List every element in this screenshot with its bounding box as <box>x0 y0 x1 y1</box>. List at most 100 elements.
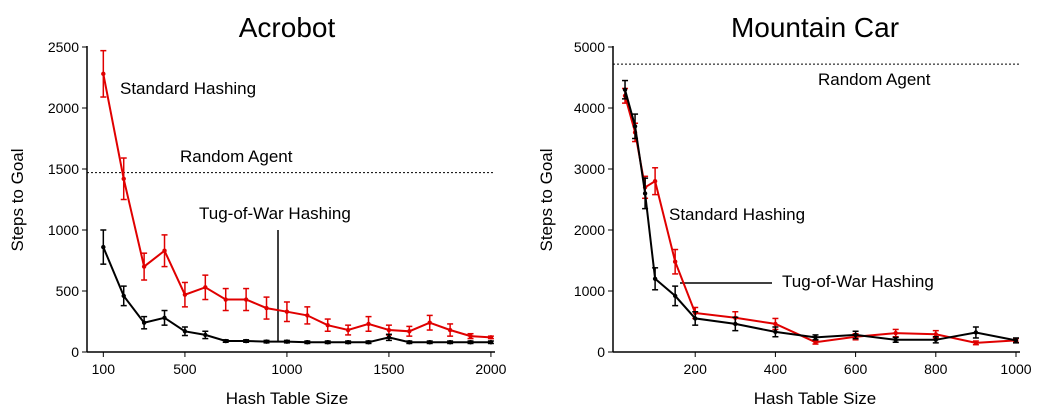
data-point <box>325 340 330 345</box>
data-point <box>345 327 351 333</box>
y-tick-label: 1500 <box>48 161 79 177</box>
data-point <box>488 335 494 340</box>
chart-title: Acrobot <box>239 12 336 43</box>
data-point <box>933 332 938 337</box>
y-tick-label: 1000 <box>48 222 79 238</box>
annotation-tug-of-war-hashing: Tug-of-War Hashing <box>199 204 351 223</box>
data-point <box>468 340 473 345</box>
data-point <box>121 176 126 181</box>
y-tick-label: 2500 <box>48 39 79 55</box>
data-point <box>386 335 392 340</box>
x-tick-label: 500 <box>173 361 197 377</box>
data-point <box>672 293 678 299</box>
data-point <box>773 321 778 327</box>
x-tick-label: 600 <box>844 361 868 377</box>
data-point <box>345 340 351 345</box>
data-point <box>284 339 290 344</box>
data-point <box>427 340 432 345</box>
data-point <box>642 191 648 196</box>
y-axis-label: Steps to Goal <box>537 148 556 251</box>
data-point <box>652 276 658 281</box>
data-point <box>973 330 979 335</box>
y-tick-label: 3000 <box>574 161 605 177</box>
data-point <box>853 332 858 338</box>
data-point <box>893 330 898 336</box>
series-tug-of-war-hashing <box>100 229 494 345</box>
y-tick-label: 0 <box>597 344 605 360</box>
chart-title: Mountain Car <box>731 12 899 43</box>
data-point <box>468 333 473 339</box>
x-axis-label: Hash Table Size <box>754 389 877 408</box>
x-axis-label: Hash Table Size <box>226 389 349 408</box>
data-point <box>243 338 249 344</box>
y-tick-label: 2000 <box>48 100 79 116</box>
annotation-standard-hashing: Standard Hashing <box>669 205 805 224</box>
data-point <box>223 297 228 302</box>
y-axis-label: Steps to Goal <box>8 148 27 251</box>
y-tick-label: 5000 <box>574 39 605 55</box>
data-point <box>223 338 228 344</box>
data-point <box>203 332 208 338</box>
series-tug-of-war-hashing <box>622 79 1019 344</box>
data-point <box>366 340 371 345</box>
y-tick-label: 500 <box>56 283 80 299</box>
data-point <box>386 327 392 333</box>
data-point <box>162 315 167 321</box>
data-point <box>305 313 310 318</box>
plot-area: 0 1000 2000 3000 4000 5000 200 400 600 800 1000 <box>574 39 1032 377</box>
data-point <box>366 321 371 327</box>
chart-acrobot: Acrobot Hash Table Size Steps to Goal St… <box>8 12 507 408</box>
data-point <box>813 340 818 345</box>
data-point <box>264 305 269 311</box>
data-point <box>264 339 269 344</box>
data-point <box>893 337 898 342</box>
data-point <box>101 71 106 77</box>
data-point <box>141 264 147 269</box>
data-point <box>652 179 658 184</box>
data-point <box>162 248 167 253</box>
x-tick-label: 1000 <box>1000 361 1031 377</box>
baseline-label-random-agent: Random Agent <box>818 70 931 89</box>
data-point <box>182 329 188 334</box>
data-point <box>733 321 738 327</box>
data-point <box>284 309 290 314</box>
data-point <box>447 327 453 333</box>
y-tick-label: 1000 <box>574 283 605 299</box>
data-point <box>325 322 330 328</box>
data-point <box>141 320 147 325</box>
x-tick-label: 200 <box>684 361 708 377</box>
x-tick-label: 400 <box>764 361 788 377</box>
series-line-tug-of-war-hashing <box>624 89 1017 342</box>
data-point <box>427 320 432 325</box>
data-point <box>447 340 453 345</box>
data-point <box>203 285 208 290</box>
y-tick-label: 2000 <box>574 222 605 238</box>
data-point <box>632 124 638 129</box>
data-point <box>101 244 106 250</box>
data-point <box>488 340 494 345</box>
x-tick-label: 1500 <box>373 361 404 377</box>
data-point <box>407 329 412 334</box>
annotation-tug-of-war-hashing: Tug-of-War Hashing <box>782 272 934 291</box>
data-point <box>813 335 818 340</box>
x-tick-label: 100 <box>92 361 116 377</box>
plot-area: 0 500 1000 1500 2000 2500 100 500 1000 1500 2000 <box>48 39 507 377</box>
data-point <box>182 292 188 297</box>
data-point <box>121 293 126 299</box>
data-point <box>305 340 310 345</box>
annotation-standard-hashing: Standard Hashing <box>120 79 256 98</box>
x-tick-label: 800 <box>924 361 948 377</box>
x-tick-label: 1000 <box>271 361 302 377</box>
data-point <box>693 316 698 321</box>
data-point <box>933 337 938 342</box>
series-line-tug-of-war-hashing <box>102 246 491 344</box>
data-point <box>243 297 249 302</box>
data-point <box>973 340 979 346</box>
chart-mountain-car: Mountain Car Hash Table Size Steps to Go… <box>537 12 1032 408</box>
data-point <box>672 259 678 264</box>
series-line-standard-hashing <box>102 73 491 339</box>
data-point <box>407 340 412 345</box>
data-point <box>622 87 628 92</box>
x-tick-label: 2000 <box>475 361 506 377</box>
